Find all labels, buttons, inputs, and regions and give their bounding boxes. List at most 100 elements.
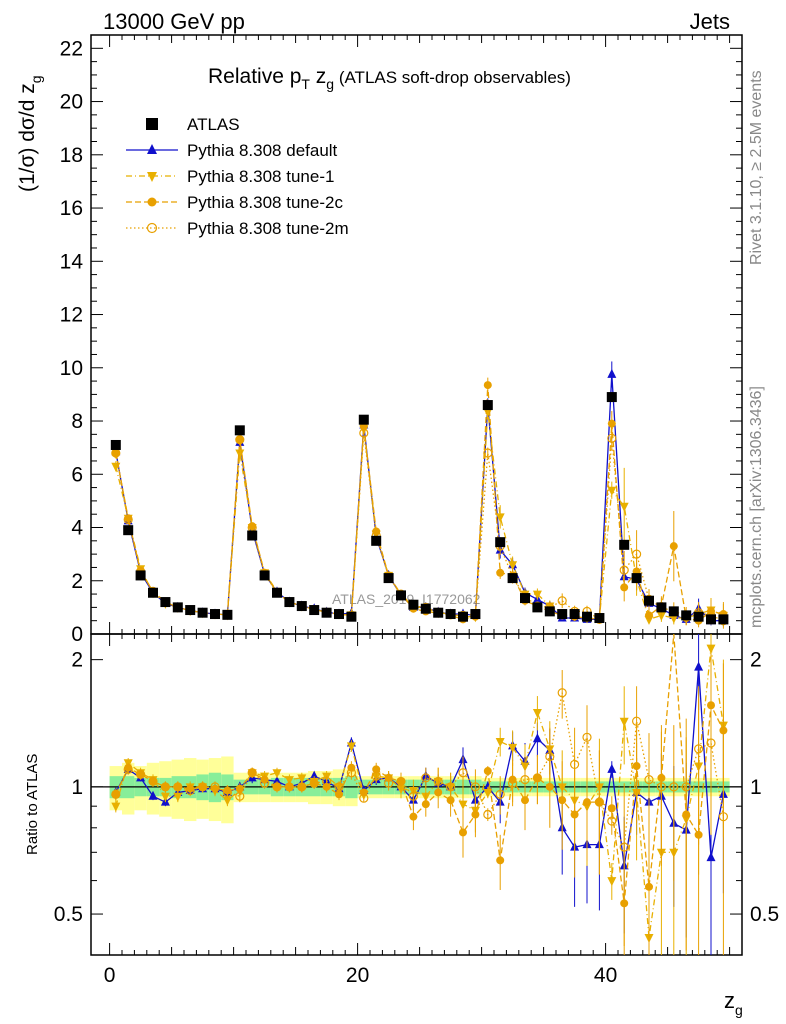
ratio-point (210, 782, 220, 792)
ratio-point (111, 789, 121, 799)
x-tick-label: 40 (594, 964, 617, 987)
atlas-data-point (544, 606, 555, 617)
atlas-data-point (433, 607, 444, 618)
atlas-data-point (706, 614, 716, 625)
title-sub-T: T (301, 76, 310, 92)
ratio-point (471, 810, 480, 819)
ratio-point (346, 742, 356, 752)
ratio-point (334, 782, 344, 792)
ratio-point (272, 769, 282, 779)
ratio-point (520, 775, 530, 785)
legend-marker (147, 197, 157, 207)
atlas-data-point (123, 525, 134, 536)
atlas-data-point (631, 573, 642, 584)
legend-marker (147, 172, 157, 182)
ratio-point (335, 790, 343, 799)
ratio-point (532, 733, 542, 743)
atlas-data-point (470, 609, 481, 620)
atlas-data-point (606, 392, 617, 403)
atlas-data-point (482, 400, 493, 411)
y-tick-label: 12 (60, 304, 83, 327)
atlas-data-point (321, 607, 332, 618)
ratio-point (421, 800, 430, 809)
ratio-point (619, 717, 629, 727)
title-main: Relative p (208, 65, 301, 88)
ratio-y-tick-label-right: 0.5 (750, 903, 779, 926)
data-point (557, 596, 567, 606)
ratio-point (632, 762, 641, 771)
ratio-point (619, 842, 629, 852)
data-point (483, 381, 492, 390)
ratio-point (583, 798, 591, 807)
ratio-point (247, 768, 257, 778)
y-tick-label: 10 (60, 357, 83, 380)
ratio-point (260, 778, 270, 788)
ratio-point (185, 785, 195, 796)
ratio-point (508, 743, 518, 753)
data-point (607, 433, 617, 443)
atlas-data-point (396, 590, 406, 601)
atlas-data-point (259, 570, 270, 581)
ratio-y-tick-label: 2 (71, 649, 83, 672)
series-line-0 (115, 374, 724, 622)
ratio-y-tick-label-right: 1 (750, 776, 762, 799)
data-point (508, 561, 518, 571)
atlas-data-point (110, 439, 121, 450)
data-point (532, 590, 542, 600)
data-point (123, 514, 133, 525)
ratio-point (495, 789, 505, 799)
data-point (483, 448, 493, 458)
atlas-data-point (668, 606, 679, 617)
y-axis-label-ratio: Ratio to ATLAS (24, 754, 41, 855)
y-tick-label: 0 (71, 623, 83, 646)
series-line-3 (115, 432, 724, 622)
y-axis-label-text: (1/σ) dσ/d z (16, 83, 39, 192)
atlas-data-point (371, 535, 382, 546)
data-point (235, 435, 245, 445)
atlas-data-point (383, 573, 394, 584)
atlas-data-point (495, 537, 506, 548)
ratio-point (645, 882, 653, 891)
ratio-point (272, 775, 282, 785)
ratio-point (359, 793, 369, 803)
data-point (607, 486, 617, 496)
x-axis-label: zg (724, 988, 743, 1018)
ratio-point (148, 790, 158, 800)
ratio-point (483, 767, 492, 776)
atlas-data-point (594, 613, 605, 624)
y-tick-label: 14 (60, 250, 84, 273)
ratio-point (706, 852, 716, 862)
data-point (495, 513, 505, 523)
atlas-data-point (582, 611, 592, 622)
atlas-data-point (619, 539, 630, 550)
y-axis-label-main: (1/σ) dσ/d zg (16, 75, 44, 192)
ratio-point (507, 778, 518, 788)
ratio-point (421, 773, 431, 783)
ratio-point (346, 768, 356, 778)
legend-marker (147, 144, 157, 154)
atlas-data-point (284, 597, 295, 608)
title-after: z (310, 65, 326, 88)
ratio-y-tick-label: 0.5 (54, 903, 83, 926)
ratio-point (607, 763, 617, 773)
atlas-data-point (172, 602, 183, 613)
atlas-data-point (656, 602, 667, 613)
ratio-point (483, 809, 493, 820)
atlas-data-point (420, 603, 431, 614)
atlas-data-point (358, 414, 369, 425)
ratio-point (235, 791, 245, 801)
atlas-data-point (693, 611, 704, 622)
legend-label: Pythia 8.308 tune-2c (187, 193, 343, 212)
ratio-point (222, 796, 232, 806)
ratio-point (111, 802, 121, 812)
ratio-point (557, 688, 567, 698)
ratio-point (297, 782, 307, 792)
data-point (619, 502, 629, 512)
y-tick-label: 16 (60, 197, 83, 220)
series-line-2 (115, 385, 724, 622)
data-point (669, 542, 678, 551)
atlas-data-point (272, 587, 282, 598)
series-line-1 (115, 411, 724, 621)
legend-marker (146, 222, 158, 234)
